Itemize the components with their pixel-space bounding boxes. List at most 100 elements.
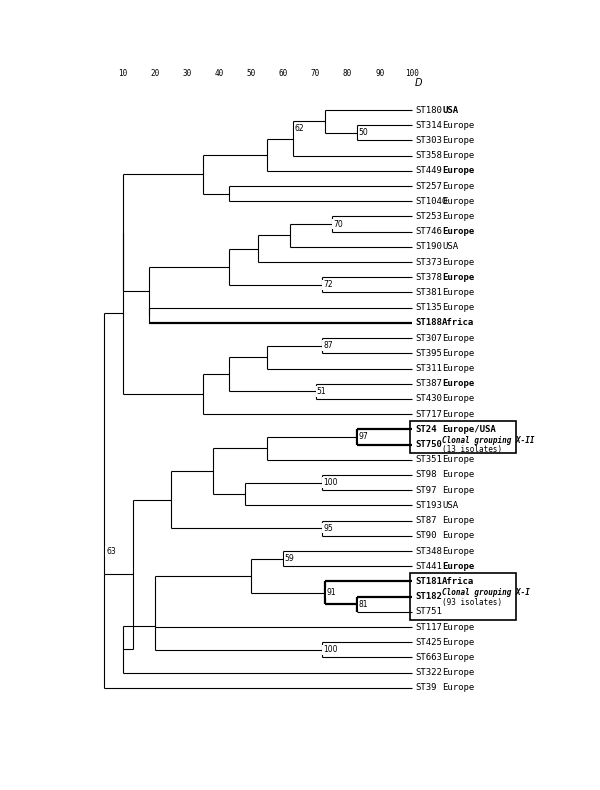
Text: ST449: ST449 xyxy=(415,167,442,175)
Text: ST430: ST430 xyxy=(415,394,442,404)
Text: ST425: ST425 xyxy=(415,638,442,647)
Text: Europe: Europe xyxy=(442,379,475,388)
Text: ST395: ST395 xyxy=(415,349,442,358)
Text: Europe: Europe xyxy=(442,121,475,130)
Text: Europe: Europe xyxy=(442,349,475,358)
Text: ST1040: ST1040 xyxy=(415,197,447,205)
Text: 100: 100 xyxy=(323,478,338,487)
Text: ST307: ST307 xyxy=(415,333,442,343)
Text: ST387: ST387 xyxy=(415,379,442,388)
Text: Europe: Europe xyxy=(442,228,475,236)
Text: ST190: ST190 xyxy=(415,243,442,251)
Text: USA: USA xyxy=(442,243,458,251)
Text: Clonal grouping X-II: Clonal grouping X-II xyxy=(442,436,535,445)
Text: Europe: Europe xyxy=(442,623,475,631)
Text: ST378: ST378 xyxy=(415,273,442,282)
Text: 62: 62 xyxy=(295,124,304,133)
Text: 50: 50 xyxy=(358,128,368,137)
Text: 59: 59 xyxy=(285,554,295,563)
Text: Europe: Europe xyxy=(442,288,475,297)
Text: Europe: Europe xyxy=(442,182,475,190)
Text: 91: 91 xyxy=(326,589,336,597)
Text: ST303: ST303 xyxy=(415,136,442,145)
Text: USA: USA xyxy=(442,501,458,510)
Text: ST181: ST181 xyxy=(415,577,442,586)
Text: Europe: Europe xyxy=(442,197,475,205)
Text: 100: 100 xyxy=(405,69,419,78)
Text: ST314: ST314 xyxy=(415,121,442,130)
Text: ST39: ST39 xyxy=(415,683,436,692)
Bar xyxy=(410,573,516,620)
Text: (93 isolates): (93 isolates) xyxy=(442,598,502,608)
Text: ST257: ST257 xyxy=(415,182,442,190)
Text: Europe: Europe xyxy=(442,516,475,525)
Text: ST663: ST663 xyxy=(415,653,442,662)
Text: Europe: Europe xyxy=(442,547,475,555)
Text: (13 isolates): (13 isolates) xyxy=(442,446,502,454)
Text: ST253: ST253 xyxy=(415,212,442,221)
Text: Europe: Europe xyxy=(442,486,475,495)
Text: Europe: Europe xyxy=(442,303,475,312)
Text: Europe: Europe xyxy=(442,167,475,175)
Text: ST348: ST348 xyxy=(415,547,442,555)
Text: 70: 70 xyxy=(333,220,343,228)
Text: ST746: ST746 xyxy=(415,228,442,236)
Text: ST87: ST87 xyxy=(415,516,436,525)
Text: Europe/USA: Europe/USA xyxy=(442,425,496,434)
Text: Europe: Europe xyxy=(442,364,475,373)
Text: 87: 87 xyxy=(323,341,333,350)
Text: Europe: Europe xyxy=(442,653,475,662)
Text: ST90: ST90 xyxy=(415,532,436,540)
Text: ST188: ST188 xyxy=(415,318,442,327)
Text: USA: USA xyxy=(442,106,458,115)
Text: Europe: Europe xyxy=(442,683,475,692)
Text: Europe: Europe xyxy=(442,455,475,465)
Text: ST750: ST750 xyxy=(415,440,442,449)
Text: Europe: Europe xyxy=(442,410,475,419)
Text: ST180: ST180 xyxy=(415,106,442,115)
Text: ST751: ST751 xyxy=(415,608,442,616)
Text: ST98: ST98 xyxy=(415,471,436,480)
Text: Europe: Europe xyxy=(442,258,475,266)
Text: ST358: ST358 xyxy=(415,151,442,160)
Text: 30: 30 xyxy=(182,69,192,78)
Text: 50: 50 xyxy=(247,69,256,78)
Text: ST311: ST311 xyxy=(415,364,442,373)
Text: Europe: Europe xyxy=(442,638,475,647)
Text: Europe: Europe xyxy=(442,136,475,145)
Text: ST351: ST351 xyxy=(415,455,442,465)
Text: Europe: Europe xyxy=(442,151,475,160)
Text: 51: 51 xyxy=(317,387,326,396)
Text: Clonal grouping X-I: Clonal grouping X-I xyxy=(442,588,530,597)
Text: 72: 72 xyxy=(323,280,333,289)
Text: ST381: ST381 xyxy=(415,288,442,297)
Text: 40: 40 xyxy=(215,69,224,78)
Text: Africa: Africa xyxy=(442,577,475,586)
Text: ST717: ST717 xyxy=(415,410,442,419)
Text: 20: 20 xyxy=(151,69,160,78)
Text: ST322: ST322 xyxy=(415,668,442,677)
Text: Europe: Europe xyxy=(442,532,475,540)
Text: 95: 95 xyxy=(323,524,333,532)
Text: ST24: ST24 xyxy=(415,425,436,434)
Text: Europe: Europe xyxy=(442,394,475,404)
Text: Europe: Europe xyxy=(442,212,475,221)
Text: Europe: Europe xyxy=(442,273,475,282)
Text: ST135: ST135 xyxy=(415,303,442,312)
Text: 60: 60 xyxy=(279,69,288,78)
Text: 97: 97 xyxy=(358,432,368,442)
Text: Europe: Europe xyxy=(442,668,475,677)
Text: ST97: ST97 xyxy=(415,486,436,495)
Text: ST182: ST182 xyxy=(415,592,442,601)
Text: ST373: ST373 xyxy=(415,258,442,266)
Text: ST441: ST441 xyxy=(415,562,442,570)
Text: 70: 70 xyxy=(311,69,320,78)
Text: ST193: ST193 xyxy=(415,501,442,510)
Text: 80: 80 xyxy=(343,69,352,78)
Text: 63: 63 xyxy=(106,547,116,556)
Text: Europe: Europe xyxy=(442,333,475,343)
Text: 10: 10 xyxy=(118,69,128,78)
Text: 81: 81 xyxy=(358,600,368,609)
Text: 90: 90 xyxy=(375,69,384,78)
Text: 100: 100 xyxy=(323,645,338,654)
